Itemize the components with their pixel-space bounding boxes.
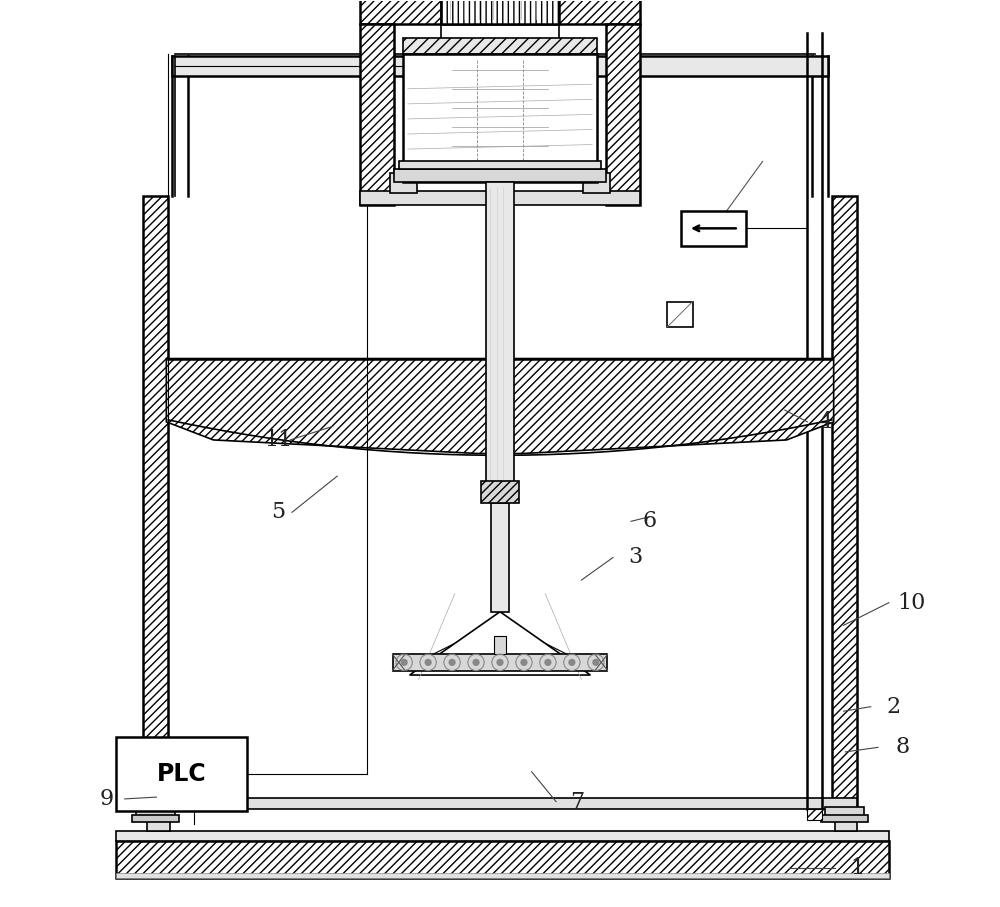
- Bar: [681, 211, 746, 246]
- Bar: [394, 169, 606, 182]
- Text: 10: 10: [897, 591, 926, 614]
- Bar: [491, 503, 509, 611]
- Bar: [403, 54, 597, 182]
- Bar: [132, 815, 179, 823]
- Circle shape: [448, 658, 456, 666]
- Bar: [172, 55, 828, 75]
- Bar: [360, 24, 394, 205]
- Text: 7: 7: [570, 791, 584, 813]
- Bar: [143, 798, 857, 809]
- Bar: [390, 173, 417, 193]
- Circle shape: [520, 658, 528, 666]
- Bar: [116, 736, 247, 811]
- Circle shape: [472, 658, 480, 666]
- Bar: [360, 191, 640, 205]
- Polygon shape: [410, 611, 590, 675]
- Bar: [583, 173, 610, 193]
- Circle shape: [424, 658, 432, 666]
- Bar: [116, 832, 889, 841]
- Circle shape: [401, 658, 408, 666]
- Text: 8: 8: [895, 736, 910, 758]
- Bar: [667, 302, 693, 327]
- Bar: [393, 654, 607, 670]
- Text: 9: 9: [100, 788, 114, 810]
- Bar: [494, 636, 506, 654]
- Bar: [835, 809, 857, 832]
- Text: 5: 5: [271, 502, 286, 523]
- Bar: [360, 0, 640, 24]
- Bar: [481, 481, 519, 503]
- Bar: [832, 196, 857, 809]
- Bar: [821, 815, 868, 823]
- Text: 3: 3: [629, 547, 643, 569]
- Text: PLC: PLC: [156, 762, 206, 785]
- Circle shape: [544, 658, 552, 666]
- Bar: [116, 873, 889, 879]
- Text: 1: 1: [850, 856, 864, 879]
- Bar: [143, 196, 168, 809]
- Circle shape: [568, 658, 576, 666]
- Text: 4: 4: [818, 411, 833, 433]
- Bar: [441, 0, 559, 24]
- Bar: [147, 809, 170, 832]
- Bar: [807, 809, 822, 820]
- Bar: [136, 807, 175, 816]
- Bar: [399, 161, 601, 169]
- Bar: [116, 841, 889, 879]
- Text: 6: 6: [642, 511, 656, 532]
- Text: 2: 2: [886, 696, 900, 717]
- Bar: [403, 37, 597, 54]
- Bar: [606, 24, 640, 205]
- Bar: [486, 182, 514, 494]
- Polygon shape: [166, 358, 834, 454]
- Circle shape: [592, 658, 599, 666]
- Circle shape: [496, 658, 504, 666]
- Text: 11: 11: [264, 429, 293, 451]
- Bar: [825, 807, 864, 816]
